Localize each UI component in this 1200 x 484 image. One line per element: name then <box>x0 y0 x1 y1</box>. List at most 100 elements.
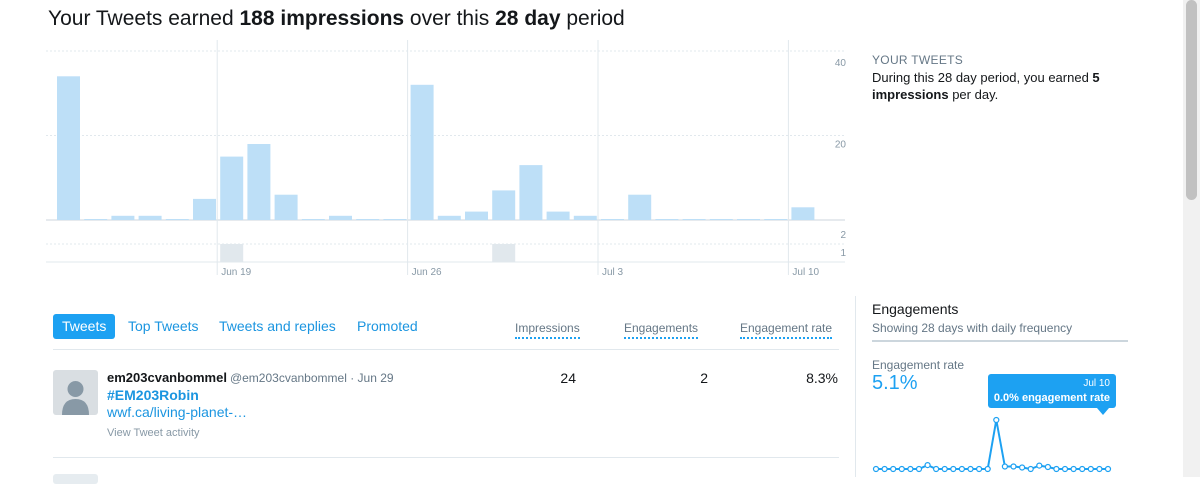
impressions-bar <box>57 76 80 220</box>
page-headline: Your Tweets earned 188 impressions over … <box>48 7 625 31</box>
impressions-bar <box>301 219 325 220</box>
impressions-bar <box>519 165 543 220</box>
impressions-bar <box>628 194 652 220</box>
engagements-bar <box>220 244 244 262</box>
impressions-bar <box>383 219 407 220</box>
tweet-hashtag[interactable]: #EM203Robin <box>107 387 199 403</box>
engagements-title: Engagements <box>872 301 959 317</box>
sparkline-point <box>1010 463 1017 470</box>
impressions-bar <box>329 215 352 220</box>
summary-title: YOUR TWEETS <box>872 53 964 67</box>
sparkline-point <box>898 465 905 473</box>
impressions-bar <box>655 219 679 220</box>
impressions-bar <box>709 219 733 220</box>
summary-unit: impressions <box>872 87 949 102</box>
sparkline-point <box>993 416 1000 424</box>
avatar[interactable] <box>53 370 98 415</box>
impressions-bar <box>682 219 706 220</box>
scrollbar-thumb[interactable] <box>1186 0 1197 200</box>
impressions-bar <box>791 207 815 220</box>
column-engagements[interactable]: Engagements <box>624 321 699 339</box>
impressions-bar <box>601 219 624 220</box>
tooltip-date: Jul 10 <box>1083 378 1110 389</box>
impressions-bar <box>356 219 380 220</box>
sparkline-point <box>1036 462 1043 469</box>
engagements-bar <box>492 244 516 262</box>
engagement-tooltip: Jul 10 0.0% engagement rate <box>988 374 1116 408</box>
sparkline-point <box>1027 465 1034 473</box>
engagement-rate-label: Engagement rate <box>872 358 965 372</box>
sparkline-point <box>1070 465 1077 473</box>
summary-prefix: During this 28 day period, you earned <box>872 70 1093 85</box>
sparkline-point <box>1019 464 1026 471</box>
headline-prefix: Your Tweets earned <box>48 7 240 30</box>
sparkline-point <box>907 465 914 473</box>
tabs-divider <box>53 349 839 350</box>
tweet-handle-date: @em203cvanbommel · Jun 29 <box>229 371 394 385</box>
tweet-engagement-rate: 8.3% <box>806 370 838 386</box>
view-tweet-activity-link[interactable]: View Tweet activity <box>107 427 200 439</box>
summary-value: 5 <box>1092 70 1100 85</box>
impressions-bar <box>573 215 597 220</box>
headline-middle: over this <box>404 7 496 30</box>
tab-tweets-and-replies[interactable]: Tweets and replies <box>219 318 336 334</box>
column-engagement-rate[interactable]: Engagement rate <box>740 321 833 339</box>
sparkline-point <box>881 465 888 473</box>
column-impressions[interactable]: Impressions <box>515 321 580 339</box>
tweet-link[interactable]: wwf.ca/living-planet-… <box>107 404 248 420</box>
sparkline-point <box>967 465 974 473</box>
impressions-bar <box>737 219 760 220</box>
engagements-subtitle: Showing 28 days with daily frequency <box>872 321 1073 335</box>
tooltip-arrow <box>1097 408 1109 415</box>
y-tick-label: 1 <box>840 248 846 259</box>
impressions-bar <box>165 219 189 220</box>
headline-period: 28 day <box>495 7 561 30</box>
y-tick-label: 20 <box>835 140 847 151</box>
impressions-bar <box>546 211 570 221</box>
sparkline-point <box>915 465 923 473</box>
x-tick-label: Jun 19 <box>221 267 251 278</box>
tooltip-text: 0.0% engagement rate <box>993 392 1110 404</box>
impressions-bar <box>437 215 461 220</box>
x-tick-label: Jun 26 <box>412 267 442 278</box>
impressions-bar <box>84 219 108 220</box>
impressions-bar <box>220 156 244 220</box>
sparkline-point <box>950 465 957 473</box>
sparkline-path <box>876 419 1108 471</box>
engagement-rate-sparkline[interactable] <box>870 410 1120 477</box>
scrollbar[interactable] <box>1183 0 1200 477</box>
tab-tweets[interactable]: Tweets <box>53 314 116 339</box>
impressions-bar <box>465 211 488 221</box>
sparkline-point <box>890 465 897 473</box>
sparkline-point <box>1087 465 1094 473</box>
tweet-author-name[interactable]: em203cvanbommel <box>107 370 227 385</box>
summary-suffix: per day. <box>948 87 999 102</box>
next-row-avatar[interactable] <box>53 474 98 484</box>
default-avatar-icon <box>62 381 89 415</box>
impressions-bar <box>247 144 271 220</box>
impressions-bar <box>111 215 135 220</box>
headline-suffix: period <box>560 7 625 30</box>
tab-promoted[interactable]: Promoted <box>357 318 418 334</box>
sparkline-point <box>1096 465 1103 473</box>
sparkline-point <box>958 465 966 473</box>
x-tick-label: Jul 10 <box>792 267 819 278</box>
row-divider <box>53 457 839 458</box>
sparkline-point <box>872 465 880 473</box>
impressions-chart: Jun 19 Jun 26 Jul 3 Jul 10 40 20 2 1 <box>46 40 847 278</box>
tab-top-tweets[interactable]: Top Tweets <box>128 318 199 334</box>
sparkline-point <box>932 465 940 473</box>
engagement-rate-value: 5.1% <box>872 372 918 394</box>
sparkline-point <box>1053 465 1060 473</box>
y-tick-label: 40 <box>835 58 847 69</box>
sparkline-point <box>924 461 931 469</box>
impressions-bar <box>138 215 162 220</box>
impressions-bar <box>764 219 788 220</box>
impressions-bar <box>492 190 516 220</box>
summary-text: During this 28 day period, you earned 5 … <box>872 69 1142 103</box>
sparkline-point <box>1104 465 1112 473</box>
sparkline-point <box>975 465 983 473</box>
x-tick-label: Jul 3 <box>602 267 624 278</box>
tweet-author[interactable]: em203cvanbommel @em203cvanbommel · Jun 29 <box>107 370 394 385</box>
sparkline-point <box>941 465 948 473</box>
